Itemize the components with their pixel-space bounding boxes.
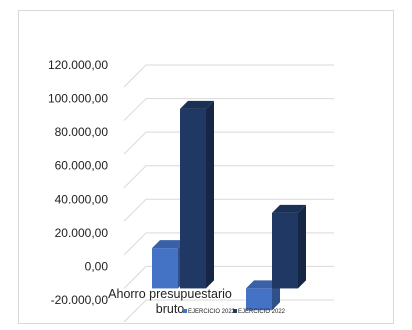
y-tick-label: 100.000,00 — [48, 92, 108, 106]
legend-swatch — [183, 309, 187, 313]
legend: EJERCICIO 2023 EJERCICIO 2022 — [183, 309, 286, 315]
gridline — [123, 131, 334, 155]
bar-front — [246, 288, 272, 311]
y-tick-label: 120.000,00 — [48, 58, 108, 72]
gridline — [123, 98, 334, 121]
gridline — [123, 198, 334, 222]
y-axis: -20.000,00 0,00 20.000,00 40.000,00 60.000,0… — [48, 58, 108, 307]
y-tick-label: 20.000,00 — [55, 226, 109, 240]
bar-side — [206, 100, 214, 289]
bars — [152, 100, 306, 311]
y-tick-label: 40.000,00 — [55, 192, 109, 206]
bar-front — [152, 248, 178, 289]
legend-label: EJERCICIO 2022 — [238, 309, 286, 315]
legend-label: EJERCICIO 2023 — [188, 309, 236, 315]
bar-front — [272, 212, 298, 289]
bar-top — [246, 280, 280, 289]
gridline — [123, 165, 334, 189]
y-tick-label: 60.000,00 — [55, 159, 109, 173]
bar-2022 — [180, 100, 214, 289]
bar-top — [152, 240, 186, 249]
x-axis: Ahorro presupuestario bruto — [108, 287, 232, 316]
legend-swatch — [233, 309, 237, 313]
category-label-line: bruto — [156, 302, 185, 316]
y-tick-label: 80.000,00 — [55, 125, 109, 139]
y-tick-label: 0,00 — [85, 259, 109, 273]
bar-top — [180, 100, 214, 109]
y-tick-label: -20.000,00 — [51, 293, 109, 307]
gridline — [123, 64, 334, 88]
bar-front — [180, 108, 206, 289]
bar-top — [272, 204, 306, 213]
gridline — [123, 232, 334, 256]
bar-side — [298, 204, 306, 289]
category-label-line: Ahorro presupuestario — [108, 287, 232, 301]
category-label: Ahorro presupuestario bruto — [108, 287, 232, 316]
bar-2022 — [272, 204, 306, 289]
gridline — [123, 265, 334, 289]
